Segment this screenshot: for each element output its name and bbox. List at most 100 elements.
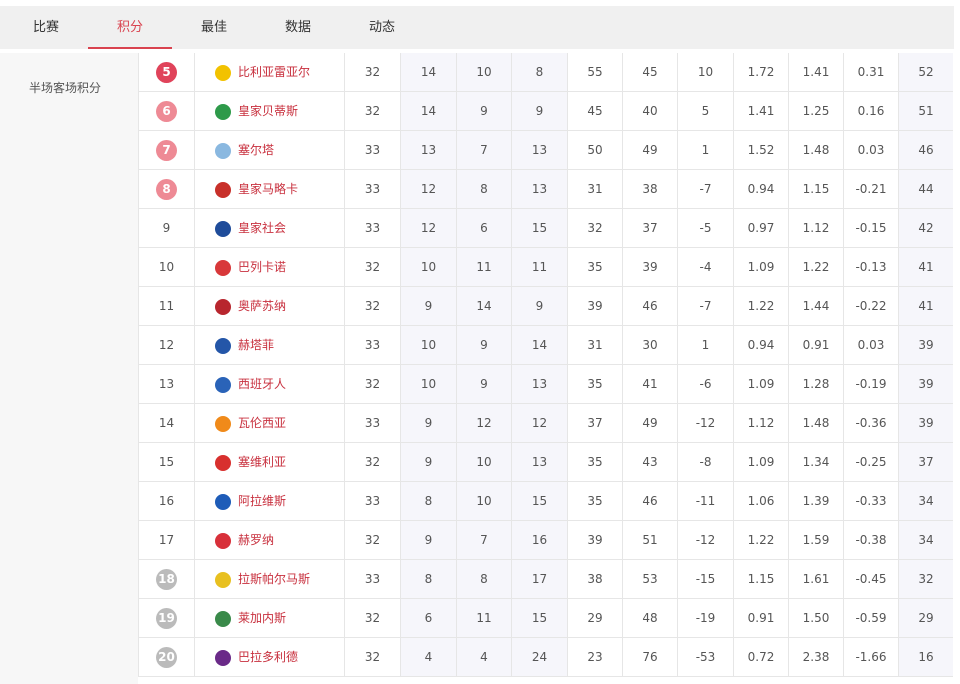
goals-for-cell: 55 — [567, 53, 622, 91]
team-cell[interactable]: 塞尔塔 — [194, 131, 344, 169]
goal-diff-cell: -6 — [677, 365, 733, 403]
goal-diff-cell: -7 — [677, 170, 733, 208]
team-logo-icon — [215, 259, 231, 276]
wins-cell: 9 — [400, 521, 456, 559]
losses-cell: 9 — [511, 287, 567, 325]
team-name[interactable]: 皇家贝蒂斯 — [238, 104, 299, 118]
goals-against-cell: 76 — [622, 638, 677, 676]
avg-for-cell: 1.41 — [733, 92, 788, 130]
team-cell[interactable]: 奥萨苏纳 — [194, 287, 344, 325]
avg-diff-cell: -0.45 — [843, 560, 898, 598]
team-logo-icon — [215, 220, 231, 237]
team-cell[interactable]: 瓦伦西亚 — [194, 404, 344, 442]
goals-for-cell: 50 — [567, 131, 622, 169]
team-cell[interactable]: 塞维利亚 — [194, 443, 344, 481]
losses-cell: 15 — [511, 482, 567, 520]
team-name[interactable]: 比利亚雷亚尔 — [238, 65, 311, 79]
draws-cell: 11 — [456, 599, 511, 637]
avg-for-cell: 1.06 — [733, 482, 788, 520]
losses-cell: 16 — [511, 521, 567, 559]
team-name[interactable]: 拉斯帕尔马斯 — [238, 572, 311, 586]
avg-diff-cell: -0.25 — [843, 443, 898, 481]
rank-text: 13 — [158, 377, 175, 391]
team-cell[interactable]: 巴列卡诺 — [194, 248, 344, 286]
standings-table: 5 比利亚雷亚尔 32 14 10 8 55 45 10 1.72 1.41 0.31 52 6 皇家贝蒂斯… — [138, 53, 953, 677]
avg-for-cell: 1.09 — [733, 365, 788, 403]
table-row: 15 塞维利亚 32 9 10 13 35 43 -8 1.09 1.34 -0.25 37 — [138, 443, 953, 482]
played-cell: 32 — [344, 599, 400, 637]
tab-best[interactable]: 最佳 — [200, 20, 227, 35]
team-name[interactable]: 皇家马略卡 — [238, 182, 299, 196]
tab-news[interactable]: 动态 — [368, 20, 395, 35]
team-name[interactable]: 奥萨苏纳 — [238, 299, 287, 313]
played-cell: 32 — [344, 287, 400, 325]
losses-cell: 13 — [511, 131, 567, 169]
goal-diff-cell: -7 — [677, 287, 733, 325]
rank-cell: 5 — [139, 53, 194, 91]
avg-against-cell: 1.28 — [788, 365, 843, 403]
draws-cell: 11 — [456, 248, 511, 286]
avg-against-cell: 1.41 — [788, 53, 843, 91]
goals-against-cell: 45 — [622, 53, 677, 91]
team-name[interactable]: 塞维利亚 — [238, 455, 287, 469]
team-name[interactable]: 瓦伦西亚 — [238, 416, 287, 430]
team-cell[interactable]: 比利亚雷亚尔 — [194, 53, 344, 91]
team-cell[interactable]: 赫塔菲 — [194, 326, 344, 364]
team-cell[interactable]: 皇家社会 — [194, 209, 344, 247]
team-name[interactable]: 皇家社会 — [238, 221, 287, 235]
team-name[interactable]: 塞尔塔 — [238, 143, 275, 157]
team-name[interactable]: 巴拉多利德 — [238, 650, 299, 664]
losses-cell: 13 — [511, 443, 567, 481]
rank-cell: 19 — [139, 599, 194, 637]
rank-badge: 8 — [156, 179, 177, 200]
losses-cell: 11 — [511, 248, 567, 286]
points-cell: 16 — [898, 638, 953, 676]
rank-cell: 18 — [139, 560, 194, 598]
team-name[interactable]: 阿拉维斯 — [238, 494, 287, 508]
goals-against-cell: 38 — [622, 170, 677, 208]
avg-for-cell: 1.15 — [733, 560, 788, 598]
rank-badge: 7 — [156, 140, 177, 161]
goal-diff-cell: -12 — [677, 521, 733, 559]
tab-stats[interactable]: 数据 — [284, 20, 311, 35]
team-name[interactable]: 赫塔菲 — [238, 338, 275, 352]
rank-cell: 11 — [139, 287, 194, 325]
goal-diff-cell: -53 — [677, 638, 733, 676]
table-row: 14 瓦伦西亚 33 9 12 12 37 49 -12 1.12 1.48 -0.36 39 — [138, 404, 953, 443]
team-name[interactable]: 西班牙人 — [238, 377, 287, 391]
losses-cell: 15 — [511, 209, 567, 247]
team-cell[interactable]: 拉斯帕尔马斯 — [194, 560, 344, 598]
team-cell[interactable]: 莱加内斯 — [194, 599, 344, 637]
points-cell: 52 — [898, 53, 953, 91]
team-name[interactable]: 赫罗纳 — [238, 533, 275, 547]
team-cell[interactable]: 赫罗纳 — [194, 521, 344, 559]
team-name[interactable]: 巴列卡诺 — [238, 260, 287, 274]
sidebar-item-half-away-standings[interactable]: 半场客场积分 — [29, 81, 102, 95]
team-cell[interactable]: 皇家马略卡 — [194, 170, 344, 208]
team-logo-icon — [215, 532, 231, 549]
avg-for-cell: 1.12 — [733, 404, 788, 442]
goals-for-cell: 35 — [567, 365, 622, 403]
team-cell[interactable]: 巴拉多利德 — [194, 638, 344, 676]
goal-diff-cell: 1 — [677, 131, 733, 169]
points-cell: 41 — [898, 287, 953, 325]
avg-diff-cell: -0.13 — [843, 248, 898, 286]
wins-cell: 13 — [400, 131, 456, 169]
draws-cell: 4 — [456, 638, 511, 676]
avg-against-cell: 1.48 — [788, 131, 843, 169]
avg-against-cell: 1.61 — [788, 560, 843, 598]
goals-against-cell: 51 — [622, 521, 677, 559]
played-cell: 33 — [344, 131, 400, 169]
tab-standings[interactable]: 积分 — [88, 6, 172, 49]
goals-for-cell: 29 — [567, 599, 622, 637]
team-cell[interactable]: 阿拉维斯 — [194, 482, 344, 520]
table-row: 5 比利亚雷亚尔 32 14 10 8 55 45 10 1.72 1.41 0.31 52 — [138, 53, 953, 92]
wins-cell: 10 — [400, 248, 456, 286]
points-cell: 42 — [898, 209, 953, 247]
avg-diff-cell: 0.03 — [843, 131, 898, 169]
sidebar: 半场客场积分 — [0, 53, 138, 684]
team-cell[interactable]: 西班牙人 — [194, 365, 344, 403]
team-name[interactable]: 莱加内斯 — [238, 611, 287, 625]
tab-matches[interactable]: 比赛 — [32, 20, 59, 35]
team-cell[interactable]: 皇家贝蒂斯 — [194, 92, 344, 130]
